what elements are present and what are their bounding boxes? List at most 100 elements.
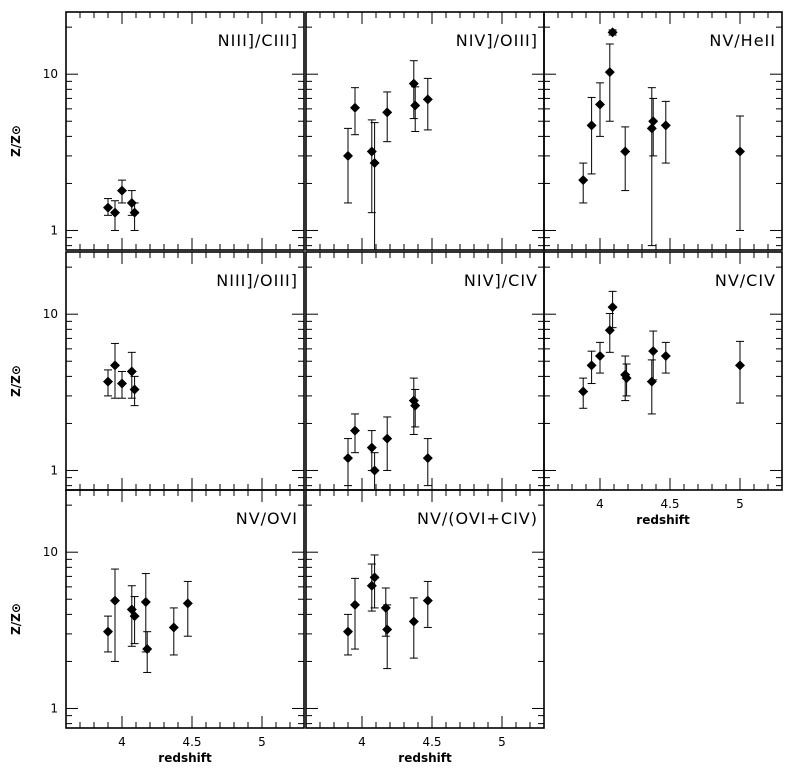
data-point <box>735 115 745 231</box>
data-point <box>408 597 419 659</box>
diamond-marker <box>621 373 632 384</box>
data-point <box>660 100 671 164</box>
panel-title: NIV]/OIII] <box>456 31 538 50</box>
panel-frame <box>65 11 305 251</box>
diamond-marker <box>168 622 179 633</box>
y-tick-label: 10 <box>43 545 58 559</box>
x-tick-label: 5 <box>258 735 266 749</box>
data-point <box>604 43 615 122</box>
y-tick-label: 1 <box>50 223 58 237</box>
diamond-marker <box>607 27 618 38</box>
data-point <box>607 27 618 38</box>
diamond-marker <box>410 400 421 411</box>
panel-4: NIII]/OIII] 1 10 Z/Z⊙ <box>9 251 305 491</box>
diamond-marker <box>366 146 377 157</box>
data-point <box>621 363 632 397</box>
x-axis-label: redshift <box>158 751 212 765</box>
y-tick-label: 1 <box>50 463 58 477</box>
panel-5: NIV]/CIV <box>305 251 545 491</box>
diamond-marker <box>343 150 353 161</box>
data-point <box>408 60 419 120</box>
diamond-marker <box>117 185 127 196</box>
data-point <box>129 202 140 231</box>
diamond-marker <box>103 626 113 637</box>
data-point <box>350 577 360 650</box>
panel-frame <box>543 11 783 251</box>
x-axis-label: redshift <box>636 513 690 527</box>
data-point <box>422 77 433 131</box>
diamond-marker <box>646 123 657 134</box>
data-point <box>422 580 433 628</box>
y-tick-label: 10 <box>43 307 58 321</box>
diamond-marker <box>607 302 618 313</box>
data-point <box>604 313 615 353</box>
diamond-marker <box>595 351 605 362</box>
diamond-marker <box>646 376 657 387</box>
data-point <box>366 563 377 612</box>
data-point <box>103 198 113 216</box>
data-point <box>595 341 605 374</box>
diamond-marker <box>408 78 419 89</box>
diamond-marker <box>110 595 120 606</box>
diamond-marker <box>578 386 589 397</box>
data-point <box>110 568 120 662</box>
diamond-marker <box>382 433 393 444</box>
diamond-marker <box>343 453 353 464</box>
diamond-marker <box>350 102 360 113</box>
data-point <box>103 369 113 397</box>
panel-6: NV/CIV 4 4.5 5 redshift <box>543 251 783 527</box>
x-axis-label: redshift <box>398 751 452 765</box>
diamond-marker <box>380 602 391 613</box>
data-point <box>129 596 140 645</box>
data-point <box>646 359 657 415</box>
diamond-marker <box>129 207 140 218</box>
data-point <box>343 127 353 204</box>
data-point <box>607 290 618 329</box>
data-point <box>586 96 597 175</box>
panel-7: NV/OVI 1 10 Z/Z⊙ 4 4.5 5 redshift <box>9 489 305 765</box>
diamond-marker <box>103 202 113 213</box>
diamond-marker <box>422 595 433 606</box>
diamond-marker <box>422 453 433 464</box>
data-point <box>410 86 421 132</box>
data-point <box>168 607 179 656</box>
data-point <box>343 438 353 487</box>
panel-title: NV/(OVI+CIV) <box>417 509 538 528</box>
diamond-marker <box>366 442 377 453</box>
panel-frame <box>543 251 783 491</box>
diamond-marker <box>182 598 193 609</box>
data-point <box>382 604 393 670</box>
data-point <box>117 179 127 204</box>
diamond-marker <box>110 360 120 371</box>
diamond-marker <box>369 158 380 169</box>
data-point <box>129 375 140 407</box>
panel-title: NIV]/CIV <box>464 271 538 290</box>
y-axis-label: Z/Z⊙ <box>9 365 23 397</box>
panel-title: NV/OVI <box>236 509 298 528</box>
diamond-marker <box>408 616 419 627</box>
diamond-marker <box>648 346 659 357</box>
panel-frame <box>305 489 545 729</box>
data-point <box>578 377 589 409</box>
data-point <box>142 631 153 673</box>
diamond-marker <box>350 599 360 610</box>
diamond-marker <box>142 644 153 655</box>
data-point <box>422 438 433 487</box>
diamond-marker <box>382 107 393 118</box>
data-point <box>350 413 360 454</box>
data-point <box>369 122 380 250</box>
data-point <box>103 615 113 653</box>
diamond-marker <box>586 120 597 131</box>
diamond-marker <box>735 146 745 157</box>
diamond-marker <box>350 425 360 436</box>
x-tick-label: 4.5 <box>660 497 679 511</box>
x-tick-label: 4 <box>118 735 126 749</box>
diamond-marker <box>604 67 615 78</box>
diamond-marker <box>422 94 433 105</box>
diamond-marker <box>129 611 140 622</box>
data-point <box>117 370 127 399</box>
data-point <box>410 388 421 428</box>
panel-title: NV/HeII <box>709 31 776 50</box>
data-point <box>578 162 589 204</box>
